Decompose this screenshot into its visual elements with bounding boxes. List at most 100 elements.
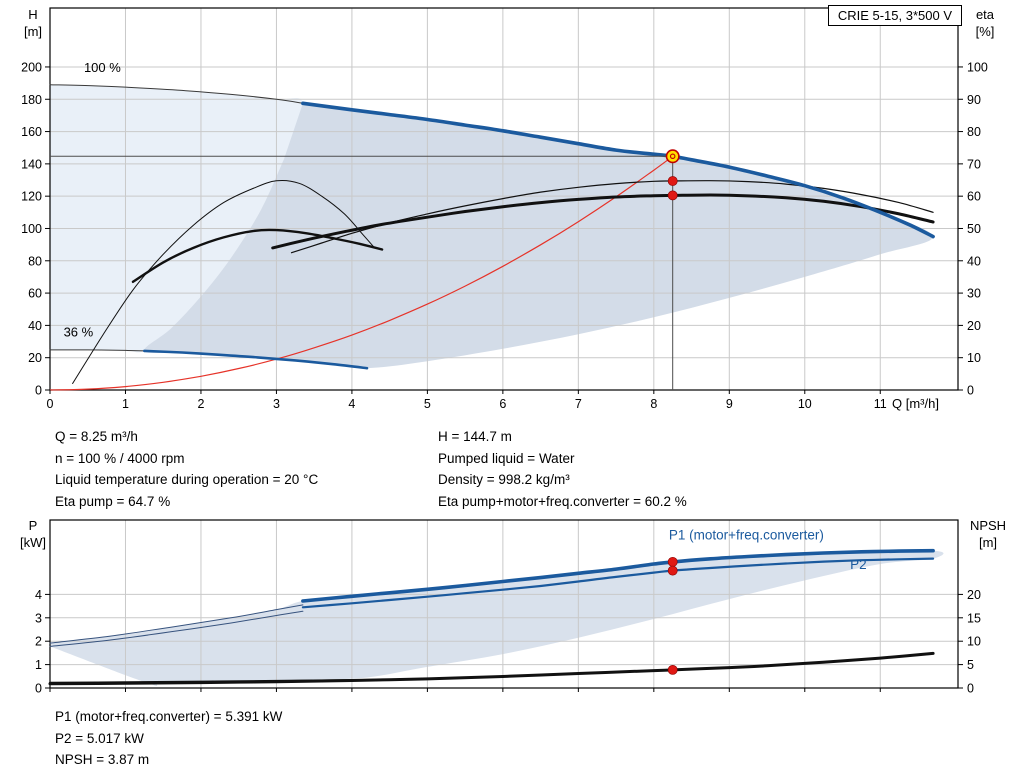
- y-left-tick-label: 100: [21, 222, 42, 236]
- y-right-tick-label: 10: [967, 635, 981, 649]
- y-left-tick-label: 4: [35, 588, 42, 602]
- p-axis-unit: [kW]: [20, 535, 46, 550]
- result-pumped-liquid: Pumped liquid = Water: [438, 450, 575, 466]
- x-tick-label: 6: [499, 397, 506, 411]
- plot-border: [49, 7, 959, 391]
- curve-value-dot: [667, 556, 678, 567]
- p-axis-symbol: P: [28, 518, 38, 533]
- h-axis-symbol: H: [28, 7, 38, 22]
- p2-curve-label: P2: [850, 557, 867, 572]
- result-eta-total: Eta pump+motor+freq.converter = 60.2 %: [438, 493, 687, 509]
- pump-curve-max-speed-blue: [301, 101, 935, 239]
- y-right-tick-label: 0: [967, 682, 974, 696]
- p2-curve-thin: [49, 610, 304, 647]
- npsh-curve: [48, 651, 935, 686]
- power-npsh-chart: 0 1 2 3 4 0 5 10 15 20 P1 (motor+freq.converter) P2: [35, 519, 981, 696]
- pump-curve-min-speed-blue: [143, 349, 369, 370]
- y-right-tick-label: 20: [967, 588, 981, 602]
- system-curve-red: [49, 155, 674, 391]
- y-left-tick-label: 200: [21, 60, 42, 74]
- x-tick-label: 5: [424, 397, 431, 411]
- y-left-tick-label: 0: [35, 682, 42, 696]
- p1-curve-thin: [49, 604, 304, 644]
- x-tick-label: 4: [348, 397, 355, 411]
- y-left-tick-label: 120: [21, 190, 42, 204]
- speed-100-label: 100 %: [84, 60, 121, 75]
- x-tick-label: 7: [575, 397, 582, 411]
- result-liquid-temp: Liquid temperature during operation = 20…: [55, 472, 319, 487]
- y-right-tick-label: 15: [967, 611, 981, 625]
- y-left-tick-label: 0: [35, 384, 42, 398]
- result-eta-pump: Eta pump = 64.7 %: [55, 493, 171, 509]
- y-right-tick-label: 90: [967, 93, 981, 107]
- results-top-right: H = 144.7 m Pumped liquid = Water Densit…: [438, 426, 687, 512]
- x-axis-label: Q [m³/h]: [892, 396, 939, 411]
- speed-min-curve-thin: [49, 349, 145, 352]
- p2-curve-blue: [301, 557, 935, 609]
- eta-arc-thick-reduced: [131, 228, 384, 283]
- y-right-tick-label: 5: [967, 658, 974, 672]
- result-h: H = 144.7 m: [438, 429, 512, 444]
- eta-axis-unit: [%]: [975, 24, 995, 39]
- curve-value-dot: [667, 565, 678, 576]
- curve-value-dot: [667, 664, 678, 675]
- y-right-tick-label: 50: [967, 222, 981, 236]
- y-left-tick-label: 140: [21, 157, 42, 171]
- x-tick-label: 2: [197, 397, 204, 411]
- y-right-tick-label: 100: [967, 60, 988, 74]
- pump-type-label: CRIE 5-15, 3*500 V: [827, 5, 962, 26]
- curve-value-dot: [667, 176, 678, 186]
- p1-curve-label: P1 (motor+freq.converter): [669, 527, 824, 542]
- npsh-axis-symbol: NPSH: [969, 518, 1007, 533]
- h-axis-title: H [m]: [12, 6, 54, 40]
- y-right-tick-label: 60: [967, 190, 981, 204]
- y-left-tick-label: 40: [28, 319, 42, 333]
- result-speed: n = 100 % / 4000 rpm: [55, 450, 185, 466]
- speed-envelope-light: [50, 84, 303, 353]
- eta-axis-title: eta [%]: [962, 6, 1008, 40]
- y-right-tick-label: 20: [967, 319, 981, 333]
- speed-100-curve-thin: [49, 84, 304, 104]
- p1-curve-blue: [301, 548, 935, 603]
- duty-point-marker[interactable]: [665, 149, 680, 164]
- y-left-tick-label: 1: [35, 658, 42, 672]
- qh-eta-chart: 0204060801001201401601802000102030405060…: [21, 7, 988, 411]
- y-right-tick-label: 80: [967, 125, 981, 139]
- x-tick-label: 8: [650, 397, 657, 411]
- eta-axis-symbol: eta: [975, 7, 995, 22]
- y-left-tick-label: 160: [21, 125, 42, 139]
- x-tick-label: 3: [273, 397, 280, 411]
- y-left-tick-label: 80: [28, 254, 42, 268]
- speed-36-label: 36 %: [64, 325, 94, 340]
- y-right-tick-label: 30: [967, 287, 981, 301]
- x-tick-label: 1: [122, 397, 129, 411]
- p-axis-title: P [kW]: [10, 517, 56, 551]
- result-npsh: NPSH = 3.87 m: [55, 752, 150, 767]
- plot-border: [49, 519, 959, 689]
- y-right-tick-label: 10: [967, 351, 981, 365]
- y-left-tick-label: 20: [28, 351, 42, 365]
- result-density: Density = 998.2 kg/m³: [438, 472, 570, 487]
- eta-arc-thin-reduced: [72, 179, 376, 384]
- y-right-tick-label: 0: [967, 384, 974, 398]
- y-left-tick-label: 180: [21, 93, 42, 107]
- npsh-axis-title: NPSH [m]: [958, 517, 1018, 551]
- result-p1: P1 (motor+freq.converter) = 5.391 kW: [55, 709, 283, 724]
- y-left-tick-label: 3: [35, 611, 42, 625]
- duty-point-center: [669, 153, 676, 160]
- y-right-tick-label: 70: [967, 157, 981, 171]
- eta-total-curve-thick: [271, 193, 935, 250]
- result-p2: P2 = 5.017 kW: [55, 730, 144, 746]
- curve-value-dot: [667, 190, 678, 201]
- h-axis-unit: [m]: [23, 24, 43, 39]
- results-bottom: P1 (motor+freq.converter) = 5.391 kW P2 …: [55, 706, 282, 771]
- y-left-tick-label: 2: [35, 635, 42, 649]
- x-tick-label: 9: [726, 397, 733, 411]
- y-right-tick-label: 40: [967, 254, 981, 268]
- y-left-tick-label: 60: [28, 287, 42, 301]
- x-tick-label: 11: [874, 397, 887, 411]
- x-tick-label: 10: [798, 397, 812, 411]
- results-top-left: Q = 8.25 m³/h n = 100 % / 4000 rpm Liqui…: [55, 426, 318, 512]
- npsh-axis-unit: [m]: [978, 535, 998, 550]
